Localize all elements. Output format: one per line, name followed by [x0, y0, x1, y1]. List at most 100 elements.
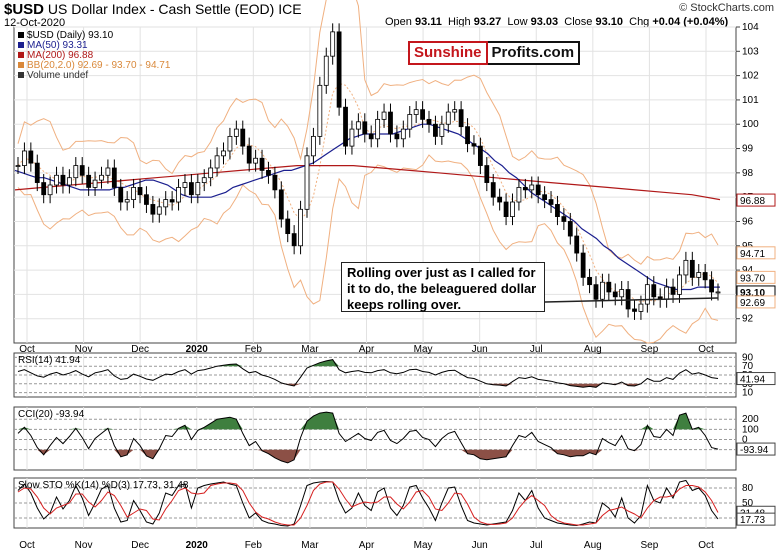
- x-tick-label: Jun: [472, 540, 488, 551]
- high-value: 93.27: [473, 16, 502, 28]
- candle-up: [349, 128, 355, 147]
- osc-tick-label: 10: [742, 388, 754, 399]
- annotation-box: Rolling over just as I called for it to …: [341, 262, 545, 312]
- x-tick-label: 2020: [186, 540, 209, 551]
- candle-down: [336, 31, 342, 108]
- candle-down: [285, 218, 291, 235]
- x-tick-label: May: [414, 540, 433, 551]
- candle-up: [445, 111, 451, 125]
- price-tick-label: 99: [742, 144, 754, 155]
- x-tick-label: Oct: [698, 344, 714, 355]
- x-tick-label: Jun: [472, 344, 488, 355]
- candle-up: [400, 128, 406, 140]
- x-tick-label: Oct: [698, 540, 714, 551]
- x-tick-label: Mar: [301, 540, 319, 551]
- candle-down: [587, 276, 592, 286]
- value-flag-label: 92.69: [740, 298, 765, 309]
- logo-part-2: Profits.com: [487, 41, 581, 65]
- osc-tick-label: 90: [742, 352, 754, 363]
- logo: Sunshine Profits.com: [408, 41, 581, 65]
- ma200-line: [14, 165, 721, 201]
- candle-down: [625, 289, 631, 310]
- stoch-d-line: [17, 481, 719, 526]
- candle-down: [612, 291, 618, 298]
- candle-down: [580, 252, 586, 278]
- x-tick-label: Mar: [301, 344, 319, 355]
- candle-down: [278, 189, 284, 220]
- candle-up: [227, 135, 233, 152]
- osc-value-flag: [736, 442, 776, 456]
- legend-ma50: MA(50) 93.31: [27, 40, 88, 51]
- candle-up: [298, 208, 303, 247]
- candle-up: [163, 199, 169, 208]
- bollinger-lower-line: [17, 154, 719, 344]
- value-flag-label: 94.71: [740, 249, 765, 260]
- candle-up: [452, 109, 458, 113]
- candle-down: [593, 284, 599, 300]
- candle-up: [407, 114, 413, 130]
- x-tick-label: May: [414, 344, 433, 355]
- candle-up: [381, 111, 387, 120]
- candle-down: [34, 162, 40, 183]
- candle-up: [214, 155, 220, 169]
- open-label: Open: [385, 16, 412, 28]
- candle-down: [111, 167, 117, 188]
- candle-down: [702, 272, 708, 281]
- legend-swatch-ma200: [18, 52, 24, 58]
- candle-up: [253, 157, 259, 164]
- legend-swatch-price: [18, 32, 24, 38]
- candle-up: [330, 31, 336, 57]
- annotation-arrow: [544, 297, 719, 303]
- osc-line: [17, 359, 719, 388]
- value-flag: [736, 270, 776, 284]
- candle-down: [689, 259, 695, 278]
- candle-down: [471, 143, 477, 147]
- x-tick-label: Oct: [19, 344, 35, 355]
- copyright: © StockCharts.com: [679, 2, 774, 14]
- value-flag-label: 96.88: [740, 196, 765, 207]
- candle-down: [150, 204, 156, 215]
- legend-ma200: MA(200) 96.88: [27, 50, 94, 61]
- candle-up: [182, 182, 188, 188]
- candle-down: [266, 170, 271, 176]
- x-tick-label: Aug: [584, 540, 602, 551]
- osc-value-flag: [736, 512, 776, 526]
- candle-down: [522, 187, 528, 191]
- candle-down: [41, 182, 47, 196]
- osc-value-flag: [736, 372, 776, 386]
- candle-down: [574, 235, 580, 254]
- bollinger-mid-line: [17, 82, 719, 303]
- x-tick-label: Jul: [530, 344, 543, 355]
- candle-down: [709, 279, 714, 293]
- x-tick-label: Sep: [641, 540, 659, 551]
- panel-title: Slow STO %K(14) %D(3) 17.73, 31.48: [18, 480, 189, 491]
- candle-up: [73, 165, 79, 179]
- candle-down: [368, 133, 374, 140]
- candle-down: [426, 118, 432, 125]
- oversold-fill: [18, 383, 718, 388]
- x-tick-label: Dec: [131, 540, 149, 551]
- symbol: $USD: [4, 1, 45, 18]
- ma50-line: [14, 123, 720, 291]
- price-tick-label: 94: [742, 265, 754, 276]
- candle-up: [664, 286, 670, 300]
- chart-date: 12-Oct-2020: [4, 17, 66, 29]
- candle-down: [632, 308, 637, 312]
- candle-down: [535, 184, 541, 196]
- osc-value-label: -93.94: [740, 445, 769, 456]
- candle-down: [420, 109, 425, 120]
- candle-up: [317, 84, 323, 137]
- panel-title: CCI(20) -93.94: [18, 409, 85, 420]
- candle-down: [259, 157, 265, 171]
- candle-down: [137, 187, 143, 196]
- value-flag-label: 93.70: [740, 273, 765, 284]
- candle-down: [490, 182, 496, 198]
- candle-up: [54, 174, 59, 186]
- candle-down: [246, 145, 252, 164]
- candle-down: [188, 182, 194, 196]
- candle-up: [439, 123, 445, 137]
- osc-tick-label: 200: [742, 414, 759, 425]
- high-label: High: [448, 16, 471, 28]
- x-tick-label: Nov: [75, 540, 93, 551]
- candle-up: [22, 150, 27, 166]
